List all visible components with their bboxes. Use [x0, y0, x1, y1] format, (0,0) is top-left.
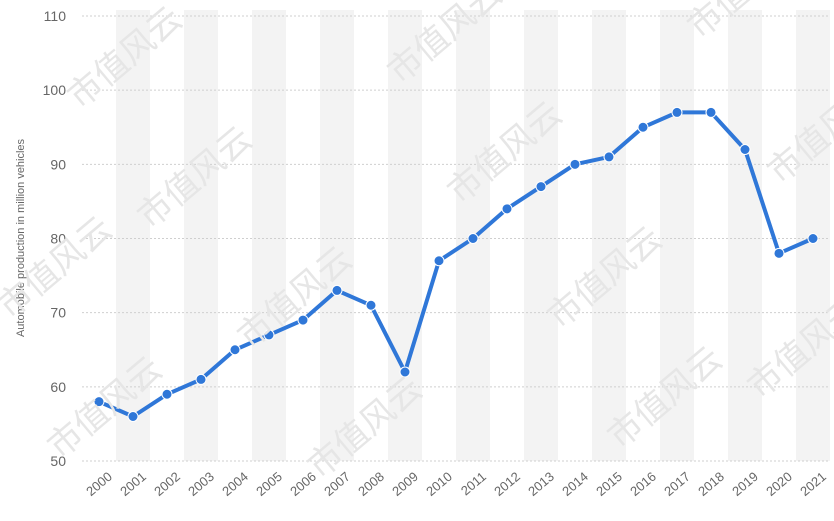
x-tick-label: 2003	[185, 469, 217, 499]
data-point-2004[interactable]	[229, 344, 241, 356]
band-2003	[184, 10, 218, 461]
data-point-2005[interactable]	[263, 329, 275, 341]
series-line	[97, 110, 815, 419]
x-tick-label: 2010	[423, 469, 455, 499]
x-tick-label: 2005	[253, 469, 285, 499]
x-tick-label: 2016	[627, 469, 659, 499]
band-2001	[116, 10, 150, 461]
x-tick-label: 2019	[729, 469, 761, 499]
y-tick-label: 100	[43, 82, 67, 98]
x-tick-label: 2009	[389, 469, 421, 499]
x-tick-label: 2017	[661, 469, 693, 499]
data-point-2006[interactable]	[297, 314, 309, 326]
data-point-2012[interactable]	[501, 203, 513, 215]
alternating-year-bands	[116, 10, 830, 461]
band-2019	[728, 10, 762, 461]
y-tick-label: 80	[50, 231, 66, 247]
data-point-2010[interactable]	[433, 255, 445, 267]
x-tick-label: 2008	[355, 469, 387, 499]
data-point-2007[interactable]	[331, 284, 343, 296]
y-axis-title: Automobile production in million vehicle…	[15, 138, 27, 337]
data-point-2001[interactable]	[127, 411, 139, 422]
x-tick-label: 2013	[525, 469, 557, 499]
x-tick-label: 2015	[593, 469, 625, 499]
x-tick-label: 2011	[458, 469, 489, 498]
data-point-2018[interactable]	[705, 106, 717, 118]
data-point-2017[interactable]	[671, 106, 683, 118]
gridlines	[82, 15, 830, 462]
data-point-2003[interactable]	[195, 373, 207, 385]
data-point-2019[interactable]	[739, 144, 751, 155]
x-tick-label: 2004	[219, 469, 251, 499]
data-point-2013[interactable]	[535, 181, 547, 193]
x-tick-label: 2020	[763, 469, 795, 499]
x-tick-label: 2021	[797, 469, 829, 499]
x-tick-label: 2012	[491, 469, 523, 499]
band-2017	[660, 10, 694, 461]
data-point-2016[interactable]	[637, 121, 649, 133]
x-tick-label: 2018	[695, 469, 727, 499]
y-tick-label: 50	[50, 453, 66, 469]
x-axis-ticks: 2000 2001 2002 2003 2004 2005 2006 2007 2008 2009…	[83, 469, 829, 499]
x-tick-label: 2000	[83, 469, 115, 499]
watermark-text: 市值风云	[40, 349, 170, 467]
y-axis-ticks: 50 60 70 80 90 100 110	[43, 8, 67, 469]
data-point-2015[interactable]	[603, 151, 615, 163]
data-point-2000[interactable]	[93, 396, 105, 408]
band-2005	[252, 10, 286, 461]
data-point-2002[interactable]	[161, 388, 173, 400]
y-tick-label: 110	[44, 8, 67, 24]
data-point-2009[interactable]	[399, 366, 411, 378]
band-2015	[592, 10, 626, 461]
band-2009	[388, 10, 422, 461]
x-tick-label: 2001	[117, 469, 149, 499]
x-tick-label: 2002	[151, 469, 183, 499]
band-2007	[320, 10, 354, 461]
band-2013	[524, 10, 558, 461]
series-automobile-production	[93, 106, 819, 422]
x-tick-label: 2014	[559, 469, 591, 499]
y-tick-label: 70	[50, 305, 66, 321]
data-point-2008[interactable]	[365, 299, 377, 311]
y-tick-label: 90	[50, 156, 66, 172]
y-tick-label: 60	[50, 379, 66, 395]
data-point-2011[interactable]	[467, 233, 479, 244]
data-point-2014[interactable]	[569, 158, 581, 170]
data-point-2020[interactable]	[773, 247, 785, 259]
data-point-2021[interactable]	[807, 233, 819, 244]
